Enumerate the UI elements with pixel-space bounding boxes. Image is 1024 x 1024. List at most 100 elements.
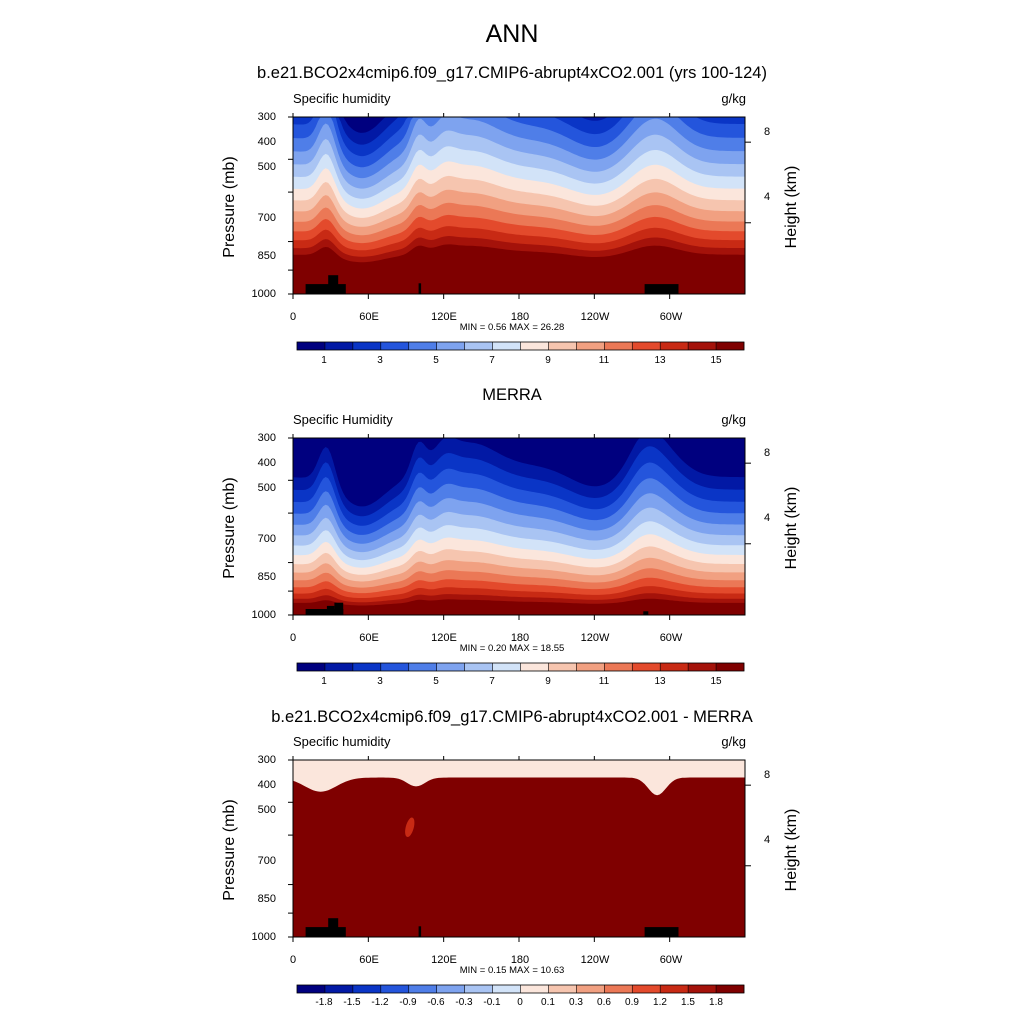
colorbar-tick-label: -1.2 [371,997,389,1008]
colorbar-swatch [660,342,689,350]
colorbar-swatch [688,985,717,993]
height-tick-label: 4 [764,191,771,203]
colorbar-swatch [520,663,549,671]
colorbar-swatch [604,985,633,993]
y-tick-label: 850 [257,893,276,905]
colorbar-swatch [352,985,382,993]
colorbar-swatch [297,985,326,993]
x-tick-label: 120W [580,954,610,966]
colorbar-swatch [464,342,493,350]
colorbar-swatch [408,985,437,993]
height-tick-label: 8 [764,126,771,138]
colorbar-swatch [324,663,354,671]
x-tick-label: 0 [289,632,297,644]
colorbar-swatch [324,342,354,350]
height-tick-label: 8 [764,769,771,781]
y-tick-label: 300 [257,111,276,123]
x-tick-label: 120E [431,954,457,966]
x-tick-label: 60W [659,954,683,966]
colorbar-swatch [548,985,577,993]
y-tick-label: 300 [257,754,276,766]
variable-label: Specific Humidity [293,412,393,427]
colorbar-swatch [352,663,382,671]
x-tick-label: 60E [359,311,379,323]
colorbar-swatch [408,342,437,350]
contour-fill-band [405,817,415,837]
colorbar-swatch [492,663,521,671]
colorbar-tick-label: 7 [489,676,495,687]
colorbar-swatch [688,663,717,671]
colorbar-swatch [716,985,745,993]
x-tick-label: 0 [289,954,297,966]
y-tick-label: 500 [257,804,276,816]
colorbar-swatch [408,663,437,671]
colorbar-swatch [380,342,410,350]
colorbar-swatch [576,342,605,350]
colorbar-swatch [436,663,465,671]
y-tick-label: 1000 [251,931,276,943]
units-label: g/kg [721,412,746,427]
colorbar-tick-label: 5 [433,676,439,687]
colorbar-tick-label: -1.5 [343,997,361,1008]
height-tick-label: 8 [764,447,771,459]
topography-mask [644,284,679,294]
y-tick-label: 500 [257,482,276,494]
colorbar-swatch [632,985,661,993]
colorbar-swatch [604,342,633,350]
colorbar-tick-label: 9 [545,355,551,366]
colorbar-swatch [324,985,354,993]
contour-fill-band [293,438,745,507]
colorbar-tick-label: 9 [545,676,551,687]
y-tick-label: 850 [257,250,276,262]
contour-fill-band [293,117,745,168]
figure-title: ANN [485,20,539,48]
panel-title: MERRA [482,386,542,404]
colorbar-swatch [548,663,577,671]
x-tick-label: 180 [510,954,530,966]
topography-mask [328,275,339,294]
topography-mask [418,283,422,294]
x-tick-label: 120W [580,632,610,644]
colorbar-swatch [520,342,549,350]
y-tick-label: 400 [257,136,276,148]
y-tick-label: 500 [257,161,276,173]
colorbar-swatch [548,342,577,350]
colorbar-swatch [632,342,661,350]
x-tick-label: 120E [431,311,457,323]
colorbar-swatch [716,663,745,671]
colorbar-swatch [520,985,549,993]
topography-mask [644,927,679,937]
y-tick-label: 400 [257,457,276,469]
units-label: g/kg [721,91,746,106]
colorbar-tick-label: 15 [710,355,722,366]
colorbar-tick-label: 13 [654,355,666,366]
colorbar-tick-label: 15 [710,676,722,687]
colorbar-swatch [716,342,745,350]
colorbar-tick-label: 7 [489,355,495,366]
colorbar-swatch [576,985,605,993]
colorbar-tick-label: 1 [321,355,327,366]
colorbar-tick-label: 0.1 [541,997,555,1008]
colorbar-swatch [492,342,521,350]
colorbar-swatch [380,985,410,993]
y-tick-label: 1000 [251,609,276,621]
topography-mask [305,284,346,294]
colorbar-swatch [464,663,493,671]
y-tick-label: 300 [257,432,276,444]
min-max-text: MIN = 0.20 MAX = 18.55 [459,643,565,654]
panel-title: b.e21.BCO2x4cmip6.f09_g17.CMIP6-abrupt4x… [257,64,767,82]
x-tick-label: 120E [431,632,457,644]
topography-mask [328,918,339,937]
colorbar-tick-label: 0.6 [597,997,611,1008]
y-tick-label: 700 [257,855,276,867]
colorbar-swatch [297,663,326,671]
x-tick-label: 180 [510,632,530,644]
x-tick-label: 60E [359,632,379,644]
colorbar-tick-label: 0.3 [569,997,583,1008]
variable-label: Specific humidity [293,91,391,106]
y-tick-label: 1000 [251,288,276,300]
contour-fill-band [293,760,745,937]
